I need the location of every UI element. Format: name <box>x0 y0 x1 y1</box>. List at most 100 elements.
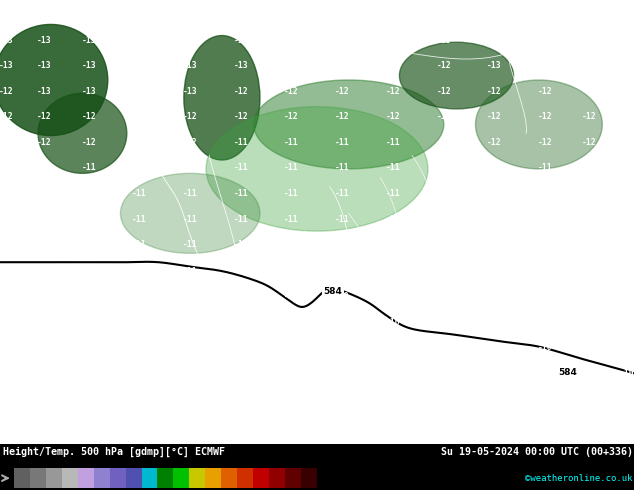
Text: -11: -11 <box>385 138 401 147</box>
Text: -11: -11 <box>0 215 14 223</box>
Text: -11: -11 <box>284 215 299 223</box>
Text: -13: -13 <box>132 61 147 70</box>
Text: -13: -13 <box>620 36 634 46</box>
Text: -10: -10 <box>385 343 401 352</box>
Text: -11: -11 <box>183 267 198 275</box>
Text: -11: -11 <box>436 189 451 198</box>
Text: -10: -10 <box>37 394 52 404</box>
Text: -10: -10 <box>81 293 96 301</box>
Text: -11: -11 <box>538 267 553 275</box>
Text: -13: -13 <box>81 11 96 20</box>
Bar <box>174 468 190 488</box>
Text: -11: -11 <box>620 215 634 223</box>
Text: -13: -13 <box>620 61 634 70</box>
Text: -11: -11 <box>81 267 96 275</box>
Text: -10: -10 <box>538 318 553 327</box>
Text: -12: -12 <box>37 112 52 121</box>
Text: -11: -11 <box>620 267 634 275</box>
Text: -13: -13 <box>0 36 14 46</box>
Text: -13: -13 <box>284 36 299 46</box>
Text: -10: -10 <box>37 369 52 378</box>
Text: -10: -10 <box>538 343 553 352</box>
Text: -10: -10 <box>620 318 634 327</box>
Text: -12: -12 <box>385 112 401 121</box>
Text: -11: -11 <box>538 240 553 249</box>
Text: -11: -11 <box>233 215 249 223</box>
Text: -12: -12 <box>37 138 52 147</box>
Text: -13: -13 <box>81 36 96 46</box>
Text: -11: -11 <box>335 189 350 198</box>
Ellipse shape <box>120 173 260 253</box>
Text: -11: -11 <box>335 267 350 275</box>
Text: -12: -12 <box>620 112 634 121</box>
Text: -10: -10 <box>436 318 451 327</box>
Text: -13: -13 <box>487 36 502 46</box>
Text: -10: -10 <box>582 369 597 378</box>
Text: -11: -11 <box>132 293 147 301</box>
Text: -10: -10 <box>284 369 299 378</box>
Text: -10: -10 <box>436 267 451 275</box>
Bar <box>253 468 269 488</box>
Text: -13: -13 <box>398 11 413 20</box>
Ellipse shape <box>184 36 260 160</box>
Text: -11: -11 <box>37 189 52 198</box>
Text: -12: -12 <box>81 138 96 147</box>
Text: -10: -10 <box>620 369 634 378</box>
Text: -11: -11 <box>37 164 52 172</box>
Bar <box>190 468 205 488</box>
Text: -11: -11 <box>487 164 502 172</box>
Text: -11: -11 <box>487 240 502 249</box>
Text: -10: -10 <box>81 343 96 352</box>
Text: -12: -12 <box>538 112 553 121</box>
Bar <box>94 468 110 488</box>
Text: -11: -11 <box>233 189 249 198</box>
Text: -13: -13 <box>582 11 597 20</box>
Text: -12: -12 <box>582 138 597 147</box>
Bar <box>78 468 94 488</box>
Text: -13: -13 <box>620 11 634 20</box>
Text: -12: -12 <box>0 112 14 121</box>
Text: -10: -10 <box>233 420 249 429</box>
Bar <box>61 468 78 488</box>
Text: -12: -12 <box>385 87 401 96</box>
Text: -10: -10 <box>183 369 198 378</box>
Text: -11: -11 <box>385 164 401 172</box>
Text: -12: -12 <box>487 87 502 96</box>
Text: -11: -11 <box>538 215 553 223</box>
Bar <box>269 468 285 488</box>
Text: -12: -12 <box>284 112 299 121</box>
Text: -12: -12 <box>183 138 198 147</box>
Text: -11: -11 <box>132 240 147 249</box>
Bar <box>30 468 46 488</box>
Text: -12: -12 <box>436 61 451 70</box>
Bar <box>157 468 174 488</box>
Text: -12: -12 <box>620 138 634 147</box>
Text: -10: -10 <box>335 293 350 301</box>
Text: -10: -10 <box>538 394 553 404</box>
Text: -12: -12 <box>0 87 14 96</box>
Ellipse shape <box>206 107 428 231</box>
Text: -11: -11 <box>233 138 249 147</box>
Text: -10: -10 <box>538 420 553 429</box>
Text: -10: -10 <box>0 420 14 429</box>
Text: -13: -13 <box>582 61 597 70</box>
Text: -10: -10 <box>487 369 502 378</box>
Text: -13: -13 <box>37 11 52 20</box>
Text: -11: -11 <box>538 164 553 172</box>
Text: -11: -11 <box>436 164 451 172</box>
Text: 584: 584 <box>558 368 577 377</box>
Ellipse shape <box>476 80 602 169</box>
Text: -11: -11 <box>37 240 52 249</box>
Text: Height/Temp. 500 hPa [gdmp][°C] ECMWF: Height/Temp. 500 hPa [gdmp][°C] ECMWF <box>3 447 225 457</box>
Text: -11: -11 <box>132 189 147 198</box>
Text: -10: -10 <box>284 318 299 327</box>
Text: -12: -12 <box>487 112 502 121</box>
Ellipse shape <box>38 93 127 173</box>
Text: -12: -12 <box>0 138 14 147</box>
Text: -10: -10 <box>487 420 502 429</box>
Text: -13: -13 <box>37 36 52 46</box>
Text: -10: -10 <box>487 293 502 301</box>
Bar <box>205 468 221 488</box>
Text: -10: -10 <box>233 369 249 378</box>
Text: -10: -10 <box>81 394 96 404</box>
